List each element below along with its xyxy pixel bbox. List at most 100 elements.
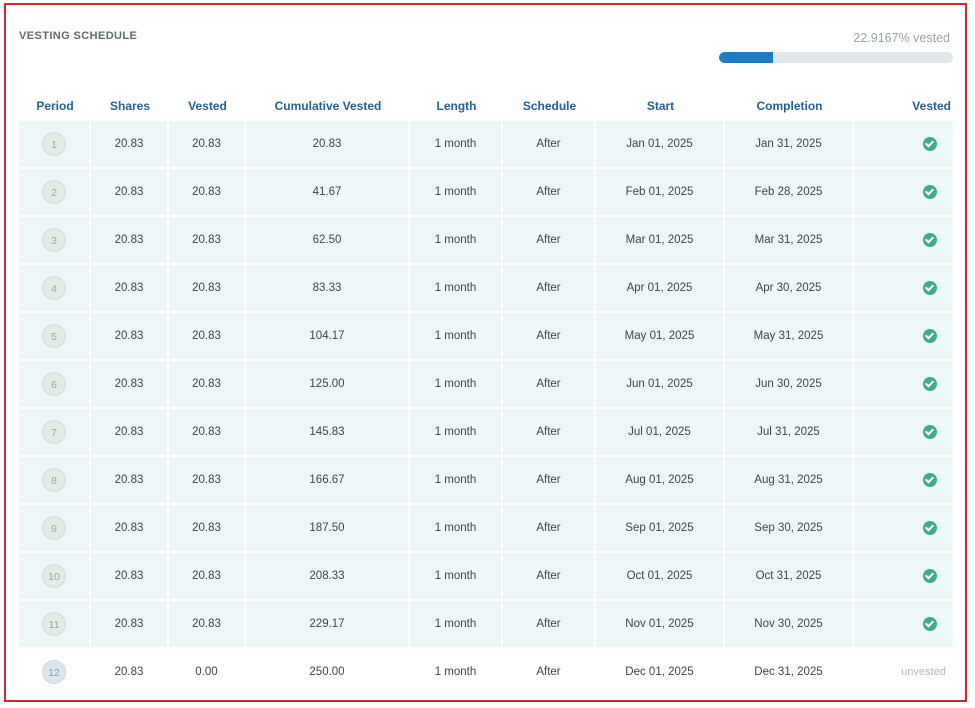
cumulative-vested-cell: 208.33 [246,553,410,601]
shares-cell: 20.83 [91,601,169,649]
column-header-vested: Vested [188,99,227,113]
period-badge: 2 [42,180,66,204]
period-badge: 6 [42,372,66,396]
cumulative-vested-cell: 250.00 [246,649,410,697]
check-circle-icon [922,377,937,391]
vesting-schedule-panel: VESTING SCHEDULE 22.9167% vested Period … [4,3,967,702]
shares-cell: 20.83 [91,457,169,505]
start-date-cell: Feb 01, 2025 [596,169,725,217]
period-badge: 1 [42,132,66,156]
schedule-cell: After [503,217,596,265]
vested-cell: 20.83 [169,361,246,409]
schedule-cell: After [503,601,596,649]
schedule-cell: After [503,169,596,217]
completion-date-cell: Apr 30, 2025 [725,265,854,313]
cumulative-vested-cell: 229.17 [246,601,410,649]
completion-date-cell: Sep 30, 2025 [725,505,854,553]
table-row: 12 20.83 0.00 250.00 1 month After Dec 01, 202… [19,649,953,697]
period-cell: 8 [19,457,91,505]
period-cell: 9 [19,505,91,553]
schedule-cell: After [503,265,596,313]
cumulative-vested-cell: 104.17 [246,313,410,361]
table-row: 6 20.83 20.83 125.00 1 month After Jun 01, 202… [19,361,953,409]
period-cell: 10 [19,553,91,601]
period-badge: 8 [42,468,66,492]
check-circle-icon [922,281,937,295]
shares-cell: 20.83 [91,217,169,265]
period-cell: 1 [19,121,91,169]
period-badge: 10 [42,564,66,588]
start-date-cell: Nov 01, 2025 [596,601,725,649]
table-row: 3 20.83 20.83 62.50 1 month After Mar 01, 2025… [19,217,953,265]
vested-cell: 20.83 [169,553,246,601]
vested-cell: 20.83 [169,505,246,553]
period-cell: 3 [19,217,91,265]
start-date-cell: Jan 01, 2025 [596,121,725,169]
vested-status-cell [854,265,953,313]
vested-status-cell [854,505,953,553]
completion-date-cell: Dec 31, 2025 [725,649,854,697]
length-cell: 1 month [410,313,503,361]
vested-cell: 20.83 [169,313,246,361]
start-date-cell: Jul 01, 2025 [596,409,725,457]
column-header-cumulative-vested: Cumulative Vested [274,99,382,113]
table-row: 2 20.83 20.83 41.67 1 month After Feb 01, 2025… [19,169,953,217]
period-badge: 12 [42,660,66,684]
column-header-schedule: Schedule [522,99,577,113]
vesting-progress-fill [719,52,773,63]
check-circle-icon [922,569,937,583]
table-row: 10 20.83 20.83 208.33 1 month After Oct 01, 20… [19,553,953,601]
length-cell: 1 month [410,649,503,697]
length-cell: 1 month [410,553,503,601]
cumulative-vested-cell: 83.33 [246,265,410,313]
cumulative-vested-cell: 187.50 [246,505,410,553]
cumulative-vested-cell: 20.83 [246,121,410,169]
vested-cell: 0.00 [169,649,246,697]
column-header-start: Start [646,99,675,113]
start-date-cell: Oct 01, 2025 [596,553,725,601]
vested-status-cell [854,409,953,457]
column-header-period: Period [36,99,74,113]
vested-status-cell [854,169,953,217]
completion-date-cell: Jul 31, 2025 [725,409,854,457]
period-badge: 3 [42,228,66,252]
length-cell: 1 month [410,601,503,649]
vested-cell: 20.83 [169,265,246,313]
vested-cell: 20.83 [169,217,246,265]
completion-date-cell: Aug 31, 2025 [725,457,854,505]
check-circle-icon [922,185,937,199]
cumulative-vested-cell: 166.67 [246,457,410,505]
schedule-cell: After [503,553,596,601]
completion-date-cell: May 31, 2025 [725,313,854,361]
cumulative-vested-cell: 125.00 [246,361,410,409]
period-cell: 4 [19,265,91,313]
period-cell: 12 [19,649,91,697]
start-date-cell: Apr 01, 2025 [596,265,725,313]
completion-date-cell: Oct 31, 2025 [725,553,854,601]
vested-status-cell [854,601,953,649]
shares-cell: 20.83 [91,121,169,169]
completion-date-cell: Mar 31, 2025 [725,217,854,265]
schedule-cell: After [503,121,596,169]
start-date-cell: Jun 01, 2025 [596,361,725,409]
check-circle-icon [922,425,937,439]
vested-status-cell [854,457,953,505]
completion-date-cell: Feb 28, 2025 [725,169,854,217]
schedule-cell: After [503,361,596,409]
shares-cell: 20.83 [91,169,169,217]
shares-cell: 20.83 [91,649,169,697]
shares-cell: 20.83 [91,505,169,553]
check-circle-icon [922,473,937,487]
period-badge: 7 [42,420,66,444]
vested-status-cell [854,217,953,265]
schedule-cell: After [503,649,596,697]
length-cell: 1 month [410,505,503,553]
unvested-label: unvested [901,666,946,678]
vested-status-cell [854,313,953,361]
length-cell: 1 month [410,361,503,409]
length-cell: 1 month [410,265,503,313]
section-title: VESTING SCHEDULE [19,30,138,42]
vested-status-cell [854,121,953,169]
period-cell: 11 [19,601,91,649]
vested-cell: 20.83 [169,121,246,169]
